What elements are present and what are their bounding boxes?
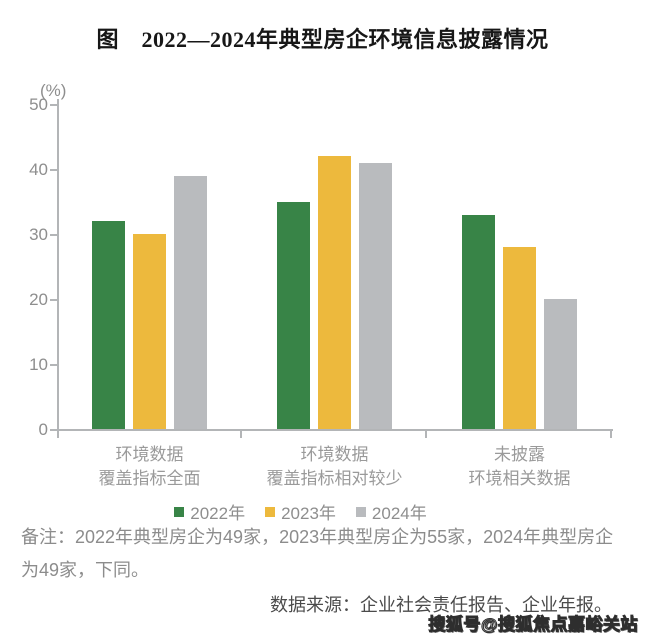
bar-2024年-category3 [544,299,577,429]
legend-label: 2024年 [371,504,427,523]
chart-title: 图 2022—2024年典型房企环境信息披露情况 [96,27,549,52]
legend-label: 2022年 [190,504,246,523]
bar-2023年-category1 [133,234,166,429]
bar-2023年-category2 [318,156,351,429]
y-tick-label: 40 [29,160,48,179]
legend-swatch-icon [174,506,185,517]
legend-label: 2023年 [281,504,336,523]
category-label: 未披露 环境相关数据 [468,445,571,488]
x-tick-mark [610,430,612,438]
x-tick-mark [240,430,242,438]
bar-2024年-category2 [359,162,392,429]
y-tick-mark [50,104,57,106]
bar-2024年-category1 [174,175,207,429]
note-text: 备注：2022年典型房企为49家，2023年典型房企为55家，2024年典型房企… [21,527,614,580]
category-label: 环境数据 覆盖指标相对较少 [266,445,403,488]
legend: 2022年 2023年 2024年 [0,499,623,524]
category-label: 环境数据 覆盖指标全面 [98,445,201,488]
legend-item-2023年: 2023年 [265,499,336,524]
y-tick-mark [50,234,57,236]
y-tick-label: 20 [29,290,48,309]
y-tick-mark [50,364,57,366]
x-tick-mark [57,430,59,438]
legend-swatch-icon [265,506,276,517]
bar-2023年-category3 [503,247,536,429]
x-tick-mark [425,430,427,438]
y-tick-label: 0 [38,420,48,439]
y-tick-label: 30 [29,225,48,244]
source-text: 数据来源：企业社会责任报告、企业年报。 [270,595,612,615]
bar-2022年-category1 [92,221,125,429]
y-tick-mark [50,429,57,431]
bar-2022年-category3 [462,214,495,429]
y-tick-label: 50 [29,95,48,114]
x-axis-line [57,429,613,431]
y-axis-unit-label: (%) [40,81,67,100]
legend-item-2024年: 2024年 [355,499,427,524]
y-tick-label: 10 [29,355,48,374]
legend-item-2022年: 2022年 [174,499,245,524]
bar-2022年-category2 [277,201,310,429]
y-tick-mark [50,169,57,171]
legend-swatch-icon [355,506,366,517]
watermark: 搜狐号@搜狐焦点嘉峪关站 [428,615,638,635]
y-tick-mark [50,299,57,301]
y-axis-line [57,99,59,430]
plot-area [50,99,613,438]
